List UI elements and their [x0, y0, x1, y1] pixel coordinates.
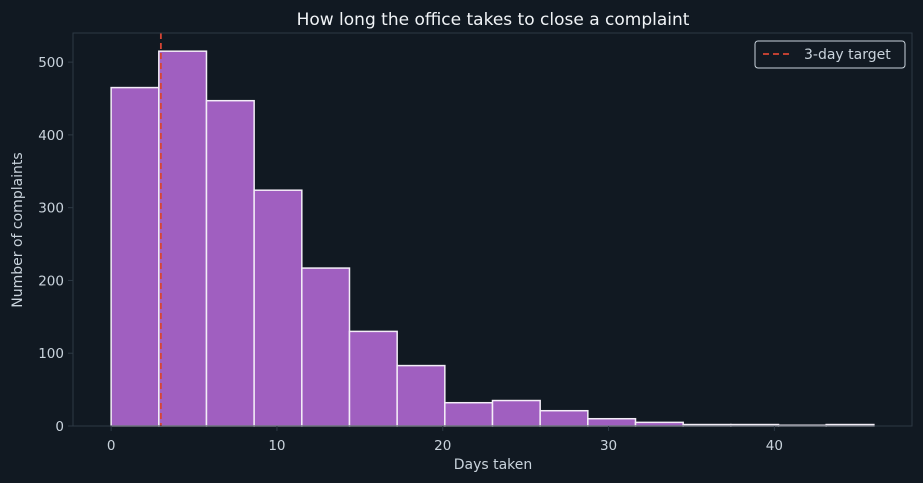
- histogram-bar: [301, 267, 351, 427]
- y-tick-label: 300: [38, 201, 64, 217]
- bar-group: [110, 50, 875, 427]
- y-tick-label: 0: [55, 419, 64, 435]
- histogram-bar: [110, 86, 160, 427]
- histogram-bar: [539, 409, 589, 427]
- histogram-bar: [348, 330, 398, 427]
- histogram-bar: [205, 99, 255, 427]
- y-tick-label: 500: [38, 55, 64, 71]
- x-axis-ticks: 0 10 20 30 40: [107, 426, 783, 454]
- y-tick-label: 200: [38, 273, 64, 289]
- histogram-bar: [253, 189, 303, 427]
- x-tick-label: 30: [600, 438, 617, 454]
- legend: 3-day target: [754, 40, 906, 69]
- y-axis-label: Number of complaints: [10, 152, 26, 307]
- y-tick-label: 100: [38, 346, 64, 362]
- x-axis-label: Days taken: [454, 457, 533, 473]
- histogram-bar: [158, 50, 208, 427]
- histogram-bar: [491, 399, 541, 427]
- x-tick-label: 10: [268, 438, 285, 454]
- histogram-bar: [587, 417, 637, 427]
- plot-frame: [72, 32, 913, 427]
- histogram-bar: [634, 421, 684, 427]
- y-axis-ticks: 0 100 200 300 400 500: [38, 55, 73, 435]
- x-tick-label: 40: [766, 438, 783, 454]
- x-tick-label: 20: [434, 438, 451, 454]
- histogram-bar: [396, 364, 446, 427]
- chart-title: How long the office takes to close a com…: [297, 10, 690, 30]
- legend-label-target: 3-day target: [804, 47, 891, 63]
- x-tick-label: 0: [107, 438, 116, 454]
- histogram-bar: [444, 401, 494, 427]
- legend-box: [754, 40, 906, 69]
- y-tick-label: 400: [38, 128, 64, 144]
